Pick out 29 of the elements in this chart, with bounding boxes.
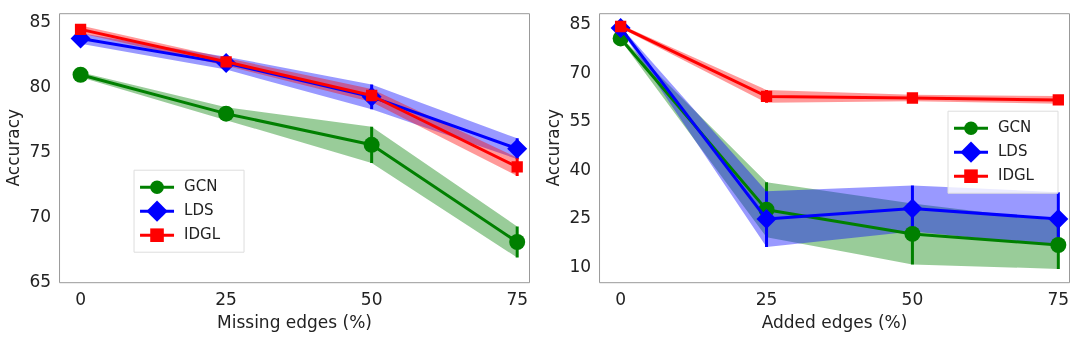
y-tick-label: 70 [569, 61, 592, 82]
legend-label: LDS [184, 201, 214, 220]
y-tick-label: 55 [569, 110, 592, 131]
x-tick-label: 0 [615, 288, 627, 309]
y-tick-label: 25 [569, 207, 592, 228]
x-tick-label: 25 [215, 288, 237, 309]
y-tick-label: 75 [29, 140, 52, 161]
x-tick-label: 0 [75, 288, 86, 309]
y-tick-label: 85 [569, 13, 592, 34]
y-tick-label: 10 [569, 256, 592, 277]
x-axis-title: Missing edges (%) [217, 312, 373, 333]
y-tick-label: 40 [569, 158, 592, 179]
y-tick-label: 65 [29, 270, 52, 291]
legend-label: GCN [998, 118, 1032, 137]
y-tick-label: 80 [29, 76, 52, 97]
y-axis-title: Accuracy [2, 108, 23, 187]
x-axis-title: Added edges (%) [761, 312, 908, 333]
x-tick-label: 75 [1047, 288, 1070, 309]
legend-label: LDS [998, 142, 1028, 161]
x-tick-label: 50 [360, 288, 383, 309]
y-axis-title: Accuracy [542, 108, 563, 187]
legend-label: IDGL [998, 166, 1035, 185]
legend-label: GCN [184, 177, 218, 196]
x-tick-label: 50 [901, 288, 924, 309]
y-tick-label: 85 [29, 11, 52, 32]
y-tick-label: 70 [29, 205, 52, 226]
x-tick-label: 75 [506, 288, 529, 309]
x-tick-label: 25 [755, 288, 778, 309]
legend-label: IDGL [184, 225, 221, 244]
